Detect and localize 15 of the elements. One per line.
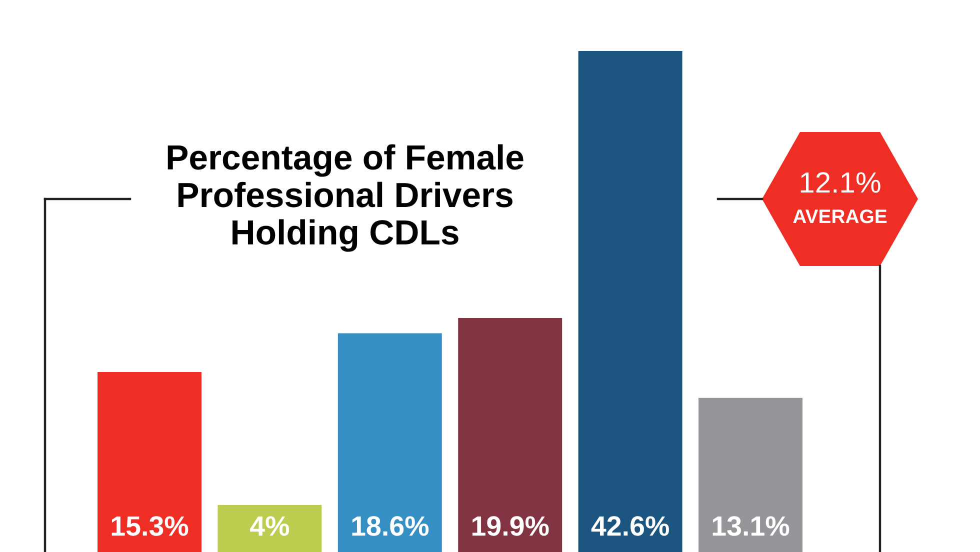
bar (578, 50, 682, 552)
data-label: 4% (250, 516, 290, 536)
bar (338, 333, 442, 552)
bar (98, 372, 202, 552)
annotation: 12.1% (800, 172, 880, 193)
bar (458, 318, 562, 552)
data-label: 13.1% (712, 516, 790, 536)
data-label: 19.9% (472, 516, 549, 536)
text: Percentage of Female Professional Drivers Holding CDLs (168, 144, 524, 252)
bar (218, 504, 322, 552)
data-label: 18.6% (352, 516, 429, 536)
data-label: 42.6% (591, 516, 669, 536)
data-label: 15.3% (112, 516, 188, 536)
bar (698, 398, 802, 552)
annotation: AVERAGE (793, 209, 887, 224)
